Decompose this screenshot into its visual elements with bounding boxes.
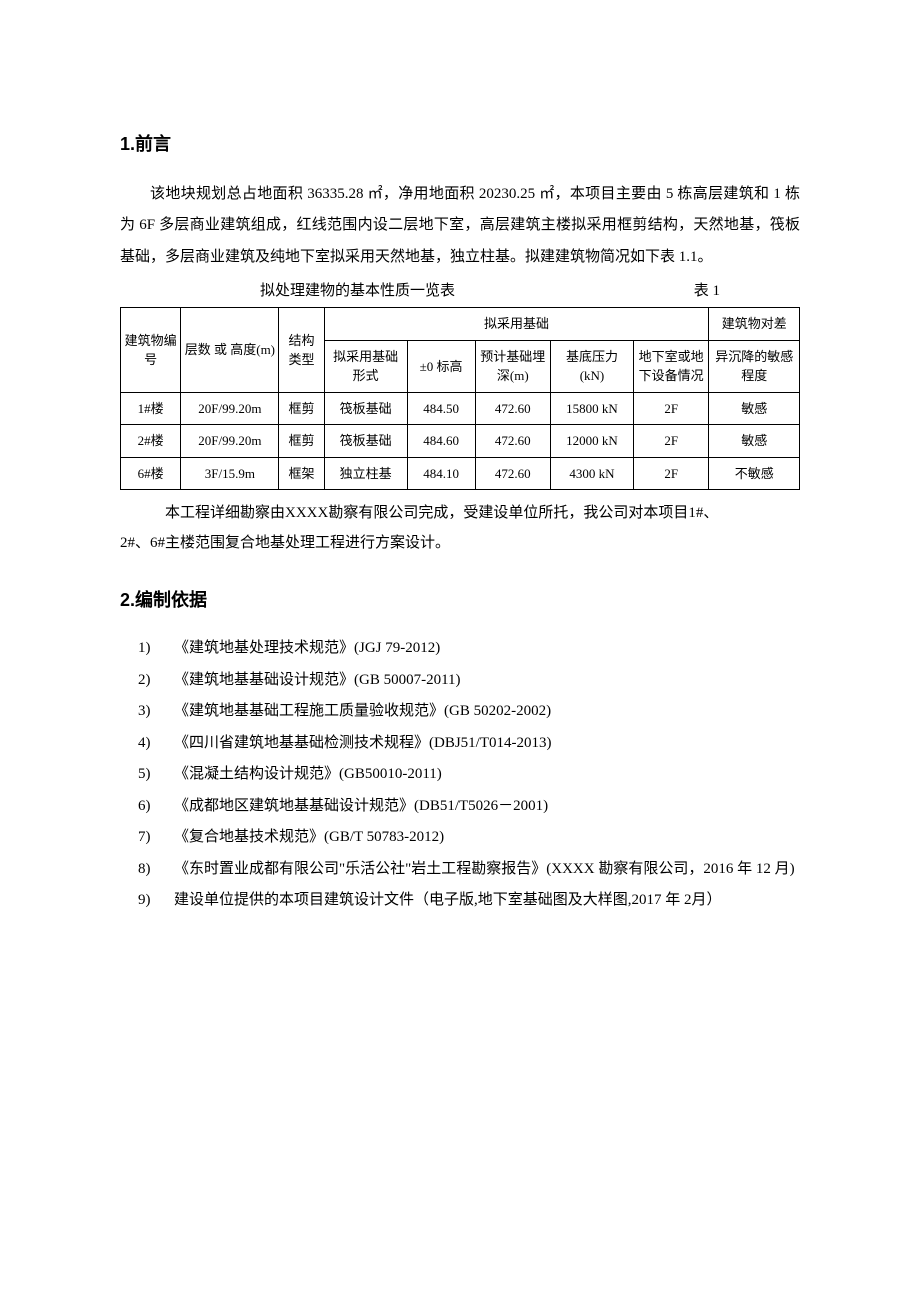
- section-2-heading: 2.编制依据: [120, 586, 800, 615]
- th-foundation-form: 拟采用基础形式: [324, 340, 407, 392]
- cell: 2F: [633, 425, 708, 458]
- cell: 框架: [279, 457, 324, 490]
- section-1-paragraph: 该地块规划总占地面积 36335.28 ㎡，净用地面积 20230.25 ㎡，本…: [120, 179, 800, 274]
- references-list: 《建筑地基处理技术规范》(JGJ 79-2012) 《建筑地基基础设计规范》(G…: [120, 633, 800, 917]
- th-bury-depth: 预计基础埋深(m): [475, 340, 550, 392]
- cell: 484.10: [407, 457, 475, 490]
- cell: 敏感: [709, 392, 800, 425]
- cell: 472.60: [475, 392, 550, 425]
- th-foundation-group: 拟采用基础: [324, 308, 709, 341]
- th-diff-settle-top: 建筑物对差: [709, 308, 800, 341]
- cell: 框剪: [279, 425, 324, 458]
- cell: 484.60: [407, 425, 475, 458]
- th-floors-height: 层数 或 高度(m): [181, 308, 279, 393]
- th-base-pressure: 基底压力(kN): [550, 340, 633, 392]
- th-basement: 地下室或地下设备情况: [633, 340, 708, 392]
- section-1-heading: 1.前言: [120, 130, 800, 159]
- cell: 2#楼: [121, 425, 181, 458]
- reference-item: 《混凝土结构设计规范》(GB50010-2011): [138, 759, 800, 791]
- reference-item: 《复合地基技术规范》(GB/T 50783-2012): [138, 822, 800, 854]
- cell: 敏感: [709, 425, 800, 458]
- cell: 3F/15.9m: [181, 457, 279, 490]
- cell: 2F: [633, 392, 708, 425]
- cell: 15800 kN: [550, 392, 633, 425]
- cell: 472.60: [475, 457, 550, 490]
- cell: 2F: [633, 457, 708, 490]
- cell: 框剪: [279, 392, 324, 425]
- th-zero-elevation: ±0 标高: [407, 340, 475, 392]
- reference-item: 《东时置业成都有限公司"乐活公社"岩土工程勘察报告》(XXXX 勘察有限公司，2…: [138, 854, 800, 886]
- table-row: 6#楼 3F/15.9m 框架 独立柱基 484.10 472.60 4300 …: [121, 457, 800, 490]
- th-structure-type: 结构类型: [279, 308, 324, 393]
- th-building-id: 建筑物编号: [121, 308, 181, 393]
- follow-paragraph-1: 本工程详细勘察由XXXX勘察有限公司完成，受建设单位所托，我公司对本项目1#、: [120, 498, 800, 528]
- table-number: 表 1: [694, 279, 720, 303]
- cell: 筏板基础: [324, 392, 407, 425]
- cell: 472.60: [475, 425, 550, 458]
- table-row: 1#楼 20F/99.20m 框剪 筏板基础 484.50 472.60 158…: [121, 392, 800, 425]
- table-caption-row: 拟处理建物的基本性质一览表 表 1: [120, 279, 800, 303]
- building-properties-table: 建筑物编号 层数 或 高度(m) 结构类型 拟采用基础 建筑物对差 拟采用基础形…: [120, 307, 800, 490]
- cell: 筏板基础: [324, 425, 407, 458]
- table-row: 2#楼 20F/99.20m 框剪 筏板基础 484.60 472.60 120…: [121, 425, 800, 458]
- cell: 6#楼: [121, 457, 181, 490]
- reference-item: 《建筑地基基础设计规范》(GB 50007-2011): [138, 665, 800, 697]
- reference-item: 《建筑地基处理技术规范》(JGJ 79-2012): [138, 633, 800, 665]
- cell: 独立柱基: [324, 457, 407, 490]
- cell: 不敏感: [709, 457, 800, 490]
- cell: 484.50: [407, 392, 475, 425]
- reference-item: 《四川省建筑地基基础检测技术规程》(DBJ51/T014-2013): [138, 728, 800, 760]
- th-diff-settle-bot: 异沉降的敏感程度: [709, 340, 800, 392]
- cell: 4300 kN: [550, 457, 633, 490]
- cell: 12000 kN: [550, 425, 633, 458]
- cell: 20F/99.20m: [181, 425, 279, 458]
- cell: 20F/99.20m: [181, 392, 279, 425]
- cell: 1#楼: [121, 392, 181, 425]
- reference-item: 《成都地区建筑地基基础设计规范》(DB51/T5026－2001): [138, 791, 800, 823]
- reference-item: 《建筑地基基础工程施工质量验收规范》(GB 50202-2002): [138, 696, 800, 728]
- reference-item: 建设单位提供的本项目建筑设计文件（电子版,地下室基础图及大样图,2017 年 2…: [138, 885, 800, 917]
- follow-paragraph-2: 2#、6#主楼范围复合地基处理工程进行方案设计。: [120, 528, 800, 558]
- table-caption: 拟处理建物的基本性质一览表: [260, 279, 455, 303]
